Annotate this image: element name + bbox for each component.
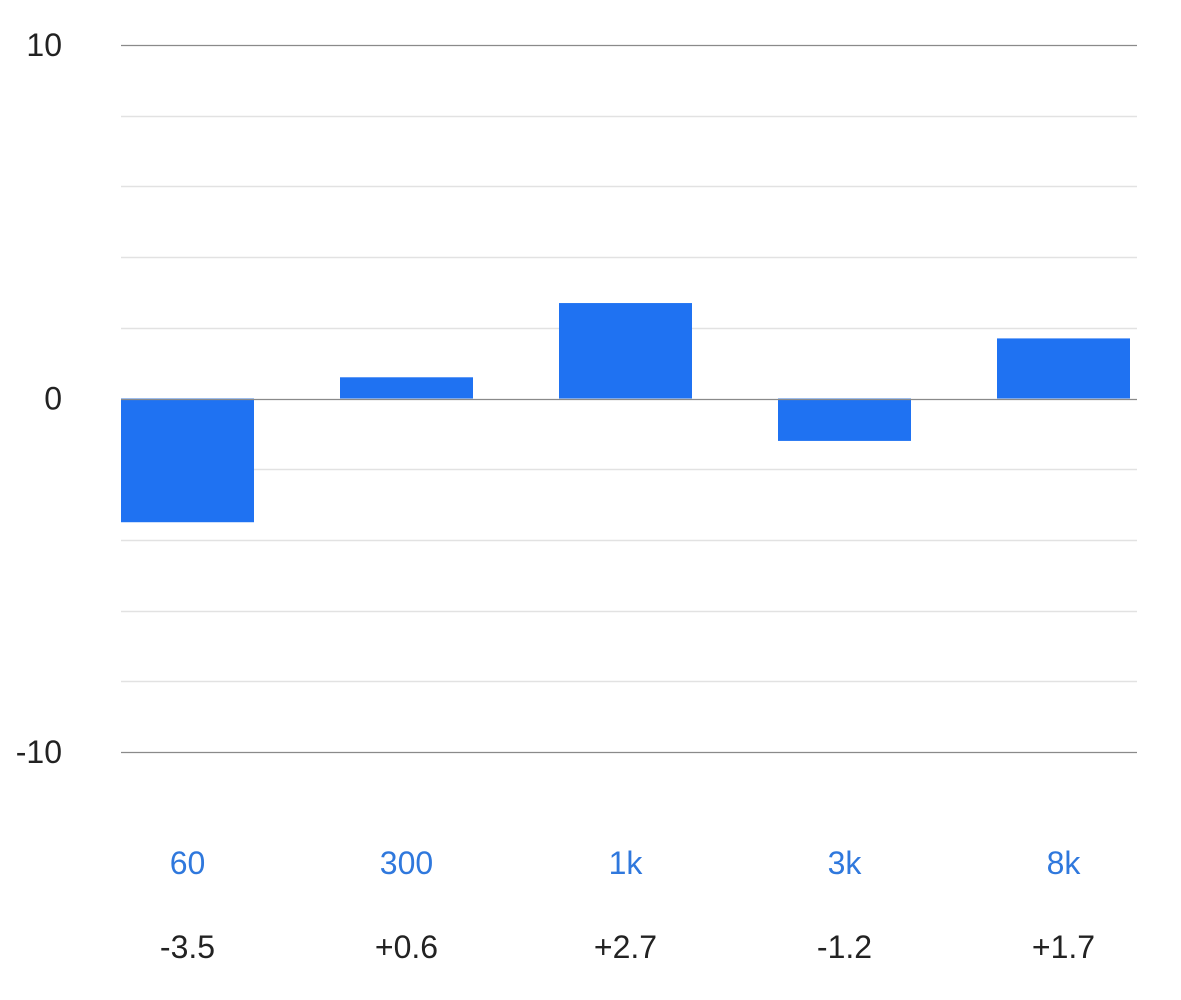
bar-300 [340, 377, 473, 399]
y-tick-label: -10 [16, 734, 62, 770]
band-label-1k[interactable]: 1k [609, 845, 644, 881]
frequency-band-labels: 60 300 1k 3k 8k [170, 845, 1082, 881]
bar-3k [778, 398, 911, 441]
band-label-60[interactable]: 60 [170, 845, 206, 881]
gain-label-60: -3.5 [160, 929, 215, 965]
gain-label-3k: -1.2 [817, 929, 872, 965]
gain-value-labels: -3.5 +0.6 +2.7 -1.2 +1.7 [160, 929, 1095, 965]
band-label-300[interactable]: 300 [380, 845, 433, 881]
band-label-8k[interactable]: 8k [1047, 845, 1082, 881]
y-axis-tick-labels: 10 0 -10 [16, 27, 62, 770]
y-tick-label: 0 [44, 381, 62, 417]
bar-60 [121, 398, 254, 523]
gain-label-300: +0.6 [375, 929, 438, 965]
gain-label-1k: +2.7 [594, 929, 657, 965]
gain-label-8k: +1.7 [1032, 929, 1095, 965]
band-label-3k[interactable]: 3k [828, 845, 863, 881]
bar-1k [559, 303, 692, 399]
y-tick-label: 10 [26, 27, 62, 63]
bar-8k [997, 338, 1130, 399]
bars [121, 303, 1130, 523]
